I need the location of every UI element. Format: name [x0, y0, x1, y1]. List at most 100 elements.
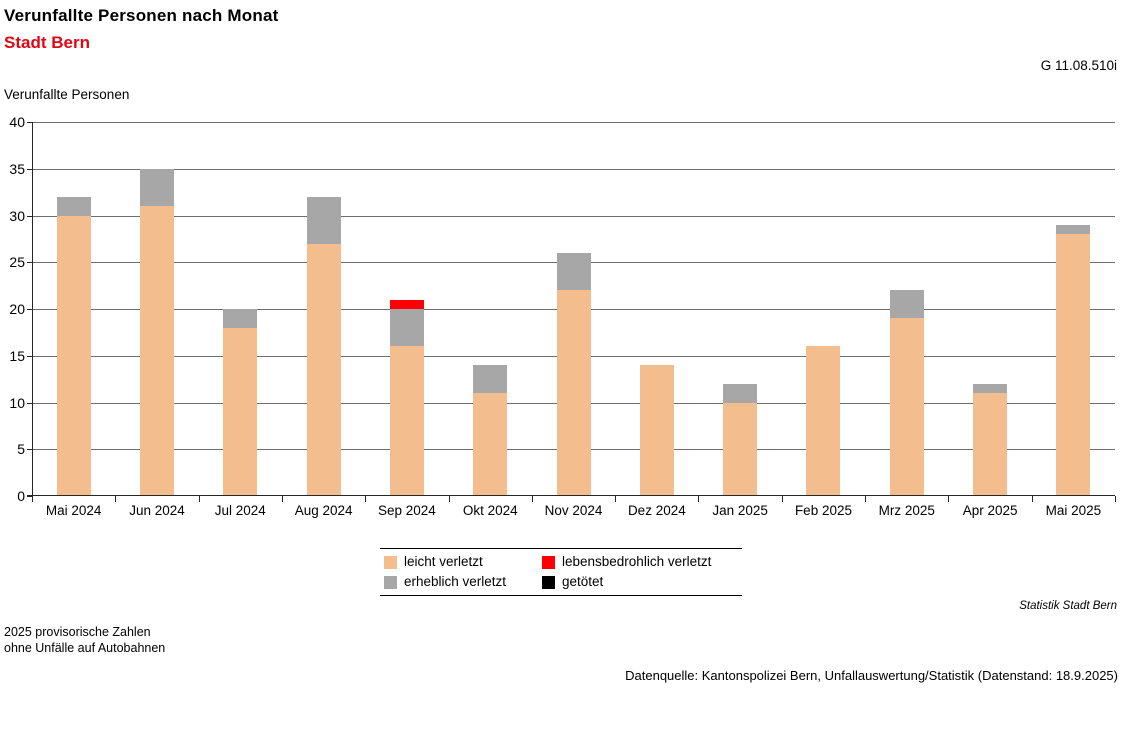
bar-segment-leicht-verletzt — [723, 402, 758, 496]
x-axis-tick — [865, 496, 867, 502]
bar-segment-leicht-verletzt — [639, 365, 674, 496]
bar-segment-leicht-verletzt — [306, 243, 341, 496]
legend: leicht verletzt erheblich verletzt lebensb… — [380, 548, 742, 596]
bar-segment-erheblich-verletzt — [556, 252, 591, 291]
y-axis-tick-label: 20 — [9, 301, 25, 317]
bar-column-mai-2025 — [1032, 122, 1115, 496]
bar-segment-leicht-verletzt — [56, 215, 91, 496]
x-axis-tick — [198, 496, 200, 502]
gridline — [32, 122, 1115, 123]
bar-column-jan-2025 — [699, 122, 782, 496]
bar-column-feb-2025 — [782, 122, 865, 496]
y-axis-tick — [27, 215, 32, 217]
x-axis-tick — [1031, 496, 1033, 502]
bar-segment-leicht-verletzt — [389, 346, 424, 496]
bar-stack — [556, 252, 591, 496]
bar-segment-lebensbedrohlich-verletzt — [389, 299, 424, 310]
bar-column-jul-2024 — [199, 122, 282, 496]
y-axis-title: Verunfallte Personen — [4, 87, 130, 102]
page-subtitle: Stadt Bern — [4, 33, 90, 52]
x-axis-label: Mai 2025 — [1045, 503, 1102, 518]
x-axis-label: Jun 2024 — [129, 503, 185, 518]
bar-column-mrz-2025 — [865, 122, 948, 496]
bar-column-mai-2024 — [32, 122, 115, 496]
x-axis-label: Mrz 2025 — [878, 503, 935, 518]
y-axis-line — [32, 122, 33, 501]
bar-segment-erheblich-verletzt — [56, 196, 91, 216]
x-axis-label: Mai 2024 — [45, 503, 102, 518]
y-axis-tick-label: 10 — [9, 394, 25, 411]
y-axis-tick-label: 35 — [9, 160, 25, 177]
x-axis-line — [27, 495, 1115, 496]
page-title: Verunfallte Personen nach Monat — [4, 6, 279, 25]
x-axis-label: Okt 2024 — [462, 503, 518, 518]
bar-column-sep-2024 — [365, 122, 448, 496]
graph-id: G 11.08.510i — [1040, 58, 1117, 73]
bar-stack — [973, 383, 1008, 496]
bar-segment-leicht-verletzt — [806, 346, 841, 496]
y-axis-tick-label: 25 — [9, 254, 25, 271]
bar-segment-erheblich-verletzt — [973, 383, 1008, 394]
x-axis-tick — [365, 496, 367, 502]
x-axis-label: Aug 2024 — [294, 503, 353, 518]
legend-label: lebensbedrohlich verletzt — [562, 554, 712, 569]
legend-item-getötet: getötet — [542, 573, 742, 591]
bar-segment-leicht-verletzt — [473, 393, 508, 496]
x-axis-label: Sep 2024 — [378, 503, 436, 518]
legend-swatch-icon — [384, 575, 397, 589]
x-axis-label: Apr 2025 — [962, 503, 1018, 518]
y-axis-tick — [27, 309, 32, 310]
bar-stack — [306, 196, 341, 496]
x-axis-label: Dez 2024 — [627, 503, 686, 518]
datasource-note: Datenquelle: Kantonspolizei Bern, Unfall… — [625, 668, 1118, 683]
x-axis-label: Nov 2024 — [544, 503, 603, 518]
x-axis-label: Jan 2025 — [712, 503, 768, 518]
bar-column-jun-2024 — [115, 122, 198, 496]
x-axis-tick — [32, 496, 33, 502]
bar-segment-erheblich-verletzt — [473, 365, 508, 394]
source-note: Statistik Stadt Bern — [1019, 600, 1117, 612]
bar-column-dez-2024 — [615, 122, 698, 496]
bar-column-apr-2025 — [948, 122, 1031, 496]
bar-segment-leicht-verletzt — [973, 393, 1008, 496]
gridline — [32, 168, 1115, 170]
bar-stack — [639, 365, 674, 496]
x-axis-tick — [281, 496, 283, 502]
x-axis-labels: Mai 2024 Jun 2024 Jul 2024 Aug 2024 Sep 2024… — [32, 503, 1115, 518]
x-axis-tick — [1115, 496, 1116, 502]
y-axis-tick-label: 30 — [9, 207, 25, 224]
bar-stack — [473, 365, 508, 496]
footnote-provisional: 2025 provisorische Zahlen — [4, 625, 151, 639]
bar-stack — [806, 346, 841, 496]
x-axis-tick — [448, 496, 450, 502]
legend-item-leicht-verletzt: leicht verletzt — [384, 553, 542, 571]
bar-segment-erheblich-verletzt — [723, 383, 758, 403]
y-axis-tick — [27, 402, 32, 404]
bar-segment-erheblich-verletzt — [1056, 224, 1091, 235]
bar-segment-leicht-verletzt — [223, 327, 258, 496]
y-axis-tick-label: 15 — [9, 347, 25, 364]
y-axis-tick — [27, 355, 32, 357]
x-axis-tick — [948, 496, 950, 502]
chart-plot-area: 0 5 10 15 20 25 30 35 40 — [9, 115, 1116, 503]
x-axis-tick — [531, 496, 533, 502]
bar-stack — [1056, 224, 1091, 496]
bar-stack — [389, 299, 424, 496]
y-axis-tick-label: 5 — [17, 441, 25, 458]
bar-segment-erheblich-verletzt — [223, 309, 258, 328]
bar-stack — [223, 309, 258, 496]
bar-segment-leicht-verletzt — [139, 206, 174, 496]
bar-segment-leicht-verletzt — [889, 318, 924, 496]
bar-segment-erheblich-verletzt — [139, 168, 174, 207]
bar-segment-leicht-verletzt — [1056, 234, 1091, 496]
x-axis-label: Jul 2024 — [214, 503, 266, 518]
footnote-highways: ohne Unfälle auf Autobahnen — [4, 641, 166, 655]
legend-label: leicht verletzt — [404, 554, 483, 569]
y-axis-tick — [27, 449, 32, 451]
bar-stack — [56, 196, 91, 496]
legend-swatch-icon — [542, 555, 555, 569]
x-axis-tick — [781, 496, 783, 502]
legend-swatch-icon — [384, 555, 397, 569]
bar-segment-erheblich-verletzt — [389, 309, 424, 347]
